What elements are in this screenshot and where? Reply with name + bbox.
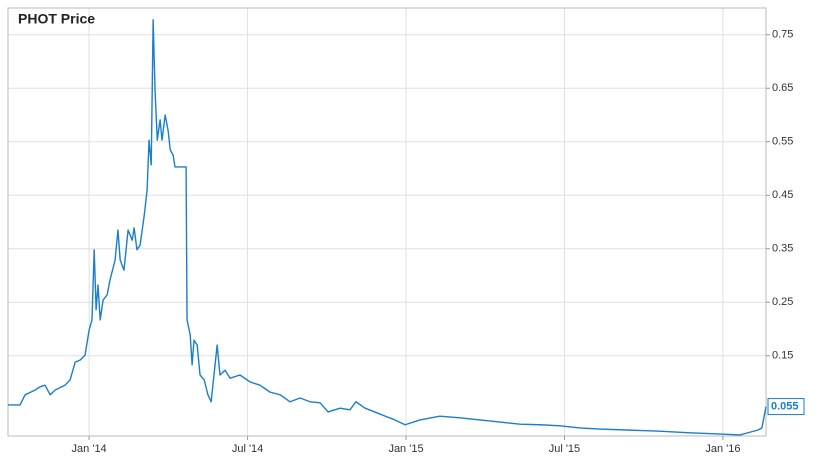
y-tick-label: 0.55 [772, 136, 793, 148]
x-tick-label: Jan '14 [72, 443, 107, 455]
y-tick-label: 0.25 [772, 296, 793, 308]
x-tick-label: Jul '14 [232, 443, 263, 455]
y-tick-label: 0.75 [772, 29, 793, 41]
grid [8, 8, 766, 436]
last-value-box [767, 398, 805, 416]
last-value-label: 0.055 [771, 400, 799, 412]
y-tick-label: 0.45 [772, 189, 793, 201]
y-tick-label: 0.65 [772, 82, 793, 94]
x-tick-label: Jul '15 [549, 443, 580, 455]
price-line [8, 19, 767, 436]
chart-title: PHOT Price [18, 11, 95, 27]
y-tick-label: 0.35 [772, 243, 793, 255]
x-tick-label: Jan '15 [388, 443, 423, 455]
x-tick-label: Jan '16 [705, 443, 740, 455]
y-tick-label: 0.15 [772, 350, 793, 362]
plot-frame [7, 7, 767, 437]
